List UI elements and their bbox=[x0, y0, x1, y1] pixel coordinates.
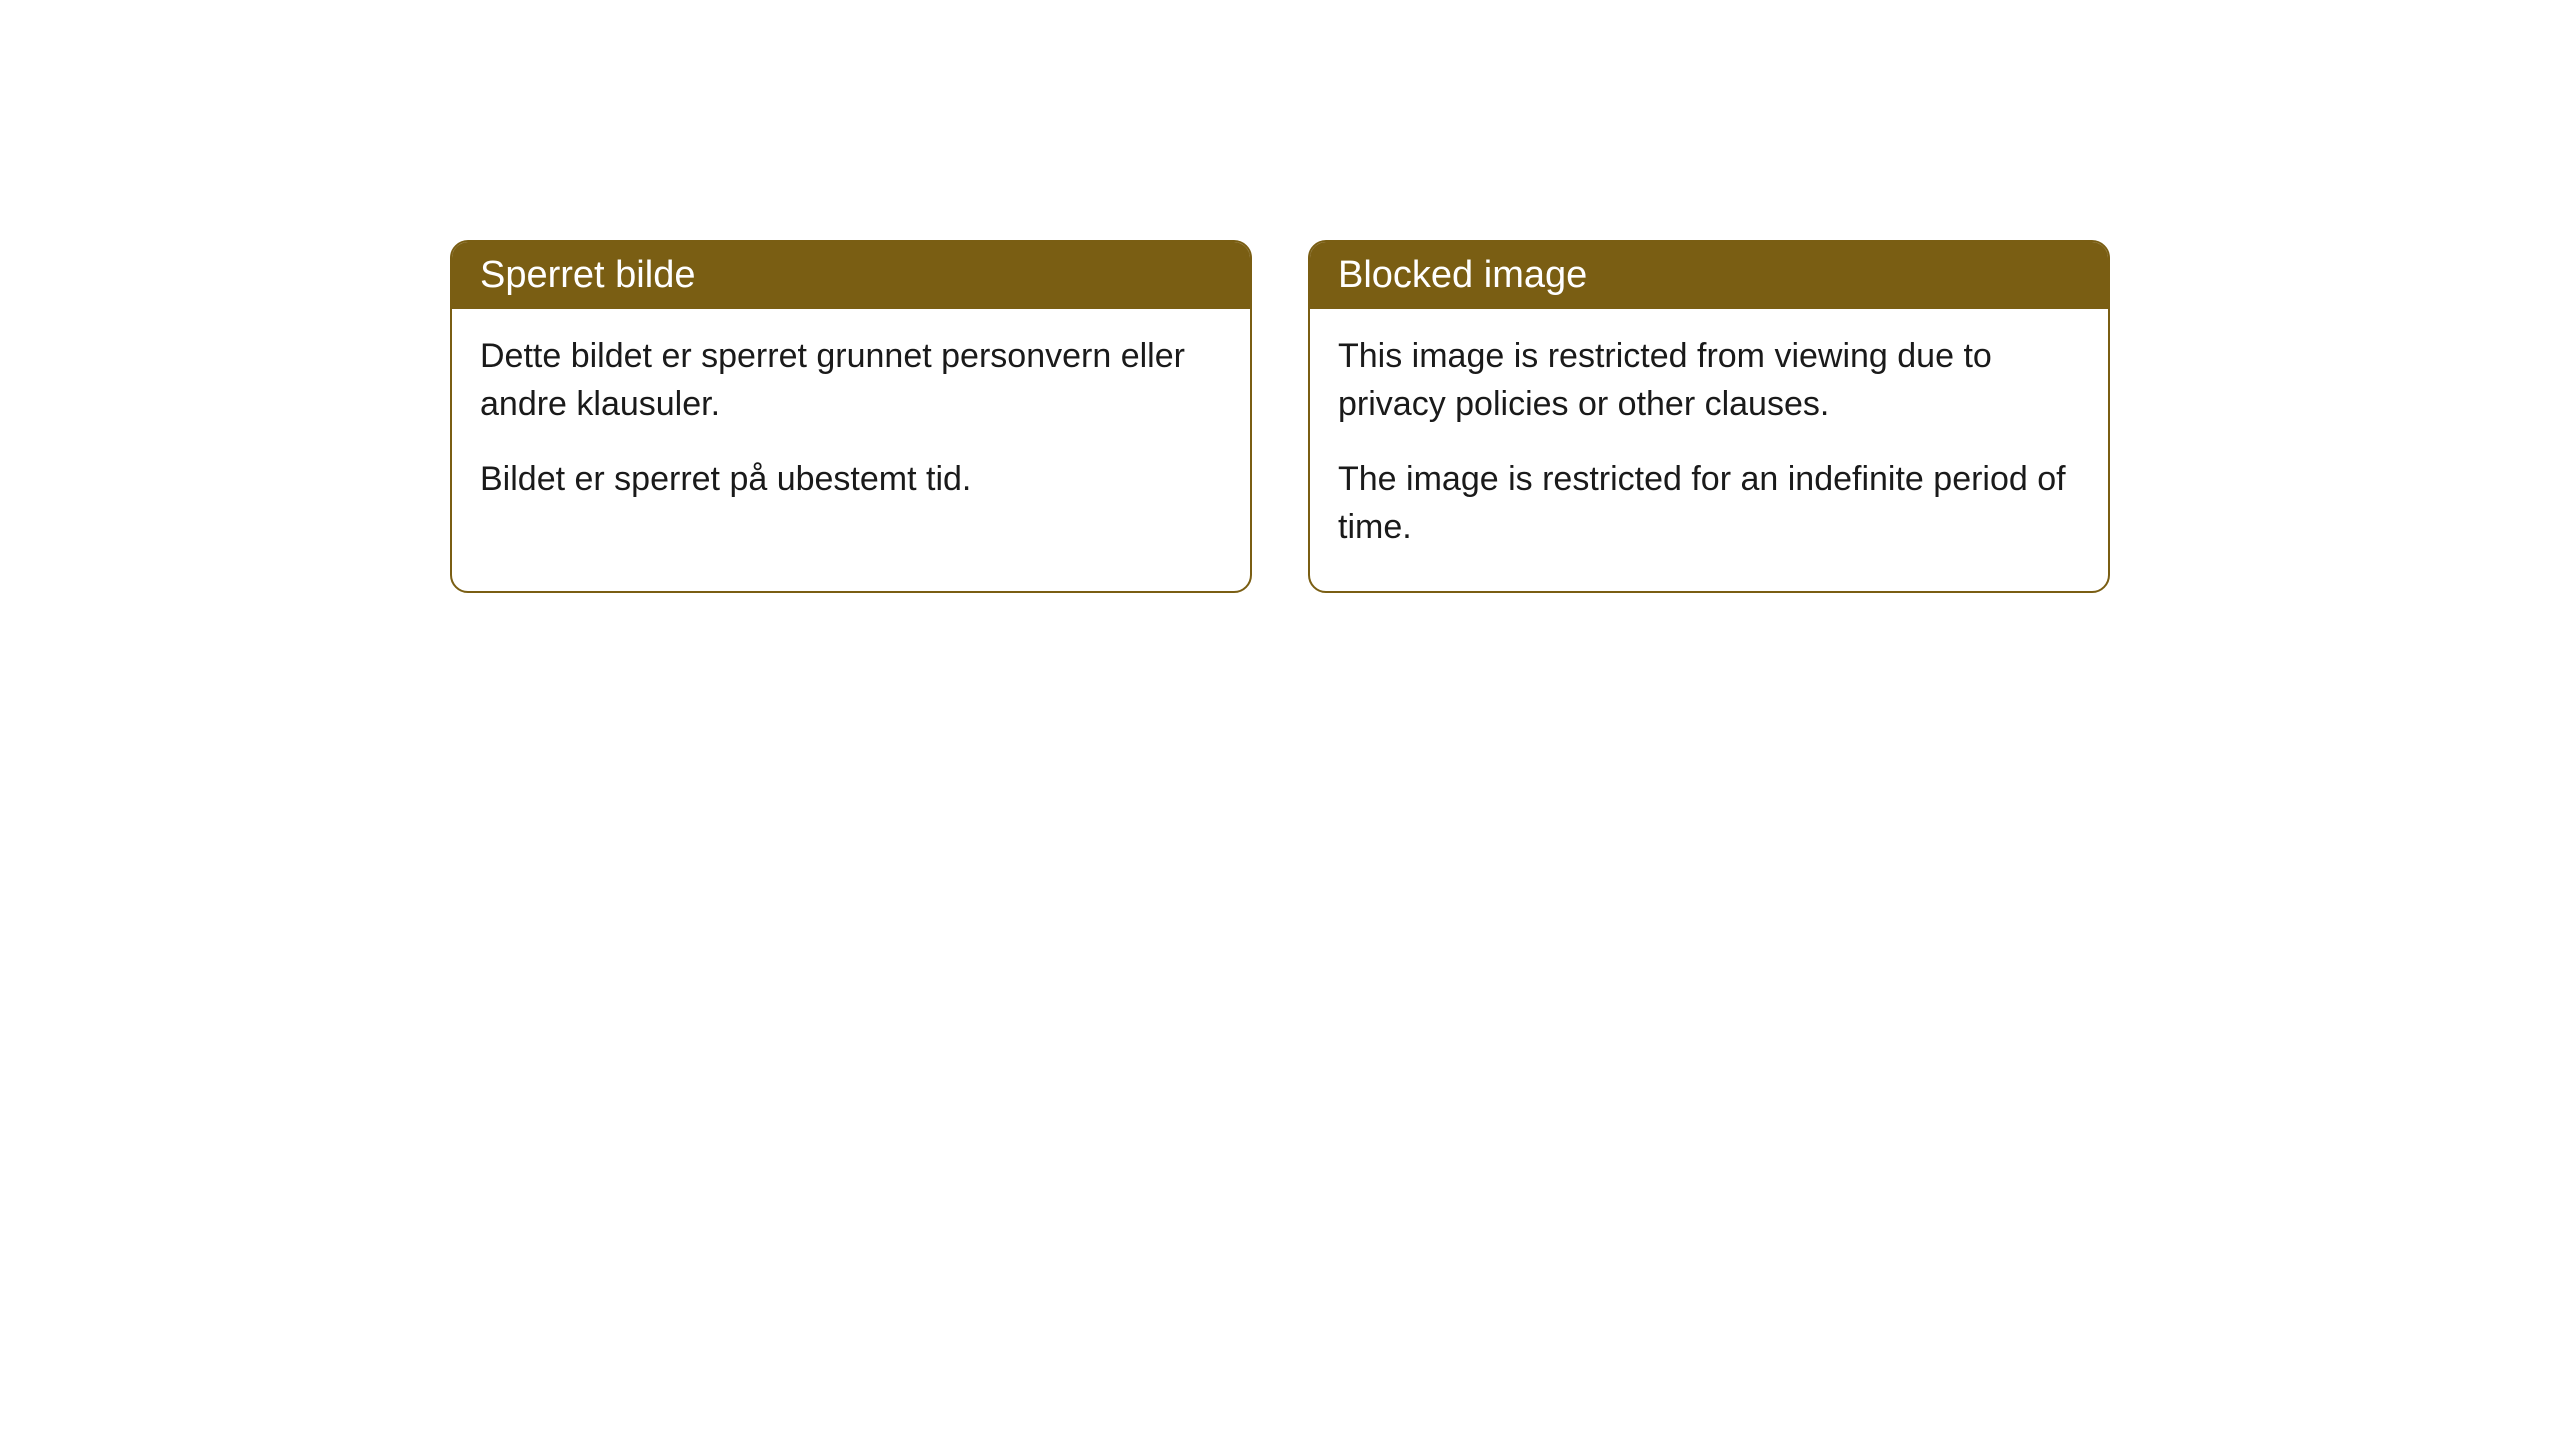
blocked-image-card-english: Blocked image This image is restricted f… bbox=[1308, 240, 2110, 593]
card-title: Blocked image bbox=[1338, 254, 1587, 296]
card-paragraph: The image is restricted for an indefinit… bbox=[1338, 456, 2080, 551]
card-paragraph: This image is restricted from viewing du… bbox=[1338, 333, 2080, 428]
card-header: Sperret bilde bbox=[452, 242, 1250, 309]
card-body: This image is restricted from viewing du… bbox=[1310, 309, 2108, 591]
card-header: Blocked image bbox=[1310, 242, 2108, 309]
card-paragraph: Dette bildet er sperret grunnet personve… bbox=[480, 333, 1222, 428]
card-container: Sperret bilde Dette bildet er sperret gr… bbox=[450, 240, 2110, 593]
blocked-image-card-norwegian: Sperret bilde Dette bildet er sperret gr… bbox=[450, 240, 1252, 593]
card-title: Sperret bilde bbox=[480, 254, 695, 296]
card-body: Dette bildet er sperret grunnet personve… bbox=[452, 309, 1250, 544]
card-paragraph: Bildet er sperret på ubestemt tid. bbox=[480, 456, 1222, 504]
